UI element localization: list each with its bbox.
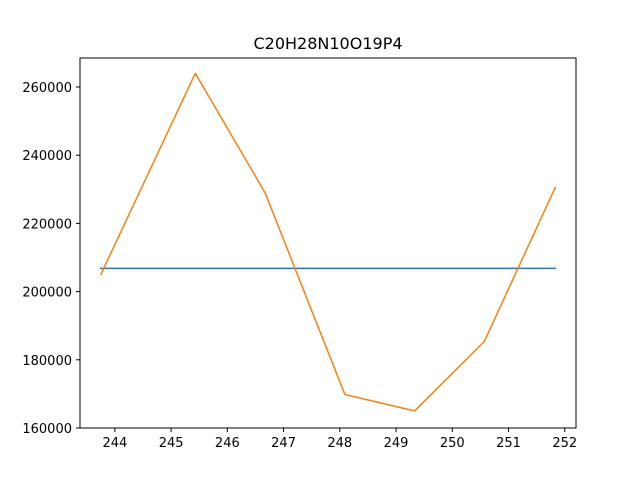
x-tick-label: 252: [552, 436, 577, 451]
y-tick-label: 160000: [22, 422, 72, 437]
x-tick-label: 247: [271, 436, 296, 451]
x-tick-label: 244: [102, 436, 127, 451]
y-tick-label: 240000: [22, 149, 72, 164]
y-axis: 160000 180000 200000 220000 240000 260000: [22, 81, 80, 437]
x-axis: 244 245 246 247 248 249 250 251 252: [102, 428, 577, 451]
plot-frame: [79, 57, 577, 429]
series-line-2: [99, 72, 557, 412]
y-tick-label: 220000: [22, 217, 72, 232]
y-tick-label: 180000: [22, 354, 72, 369]
y-tick-label: 260000: [22, 81, 72, 96]
x-tick-label: 246: [215, 436, 240, 451]
x-tick-label: 251: [496, 436, 521, 451]
series-layer: [99, 72, 557, 412]
x-tick-label: 250: [440, 436, 465, 451]
y-tick-label: 200000: [22, 286, 72, 301]
x-tick-label: 245: [159, 436, 184, 451]
x-tick-label: 249: [384, 436, 409, 451]
chart-title: C20H28N10O19P4: [253, 34, 402, 53]
x-tick-label: 248: [327, 436, 352, 451]
